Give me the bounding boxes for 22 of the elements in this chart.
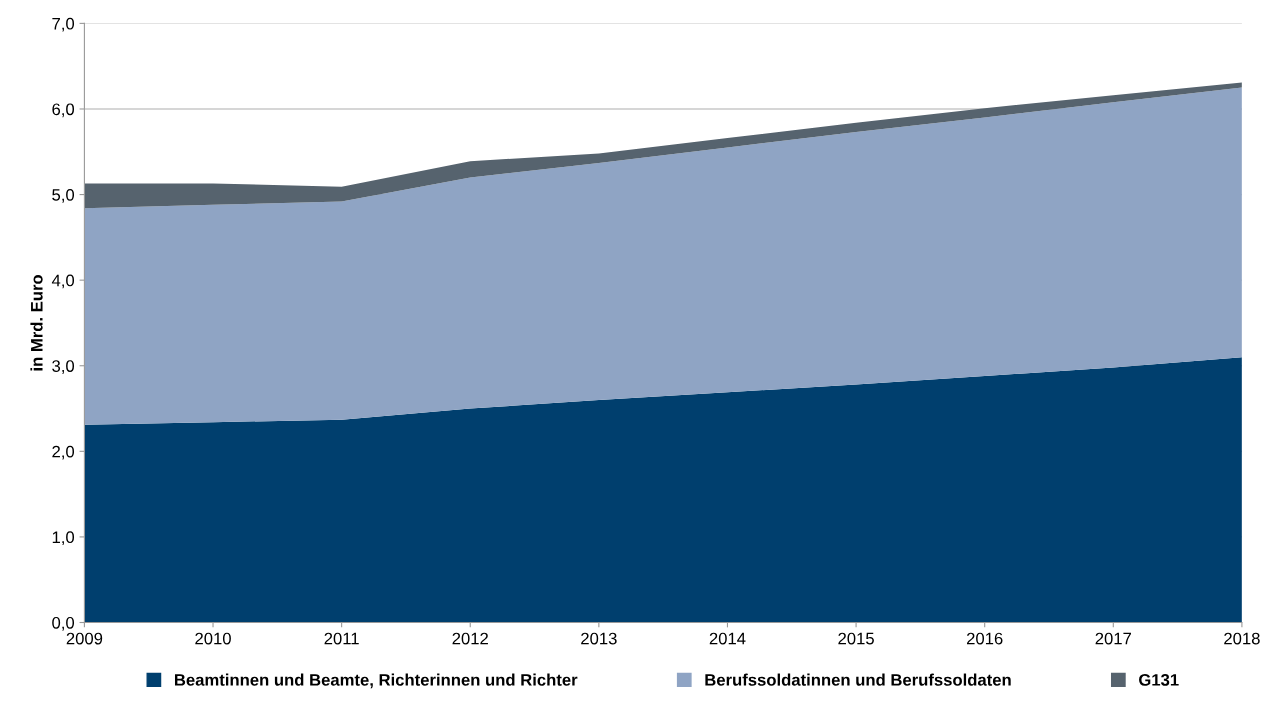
x-tick-label: 2009: [66, 632, 103, 645]
y-tick-label: 1,0: [52, 531, 75, 546]
y-tick-label: 3,0: [52, 360, 75, 374]
x-tick-label: 2018: [1224, 632, 1260, 645]
x-tick-label: 2016: [966, 632, 1003, 645]
x-tick-label: 2013: [581, 632, 617, 645]
legend-label: G131: [1139, 673, 1179, 686]
x-tick-label: 2012: [452, 632, 488, 645]
y-tick-label: 0,0: [52, 616, 75, 631]
y-tick-label: 4,0: [51, 274, 75, 289]
x-tick-label: 2010: [195, 632, 231, 645]
y-axis-title: in Mrd. Euro: [30, 274, 43, 371]
y-tick-label: 5,0: [52, 188, 75, 203]
y-tick-label: 7,0: [52, 17, 75, 32]
legend-label: Beamtinnen und Beamte, Richterinnen und Richter: [174, 673, 578, 689]
y-tick-label: 2,0: [52, 445, 75, 460]
y-tick-label: 6,0: [52, 103, 75, 118]
x-tick-label: 2011: [324, 632, 359, 645]
legend-label: Berufssoldatinnen und Berufssoldaten: [705, 673, 1011, 686]
x-tick-label: 2017: [1095, 632, 1131, 645]
x-tick-label: 2015: [838, 632, 874, 645]
x-tick-label: 2014: [709, 632, 746, 645]
